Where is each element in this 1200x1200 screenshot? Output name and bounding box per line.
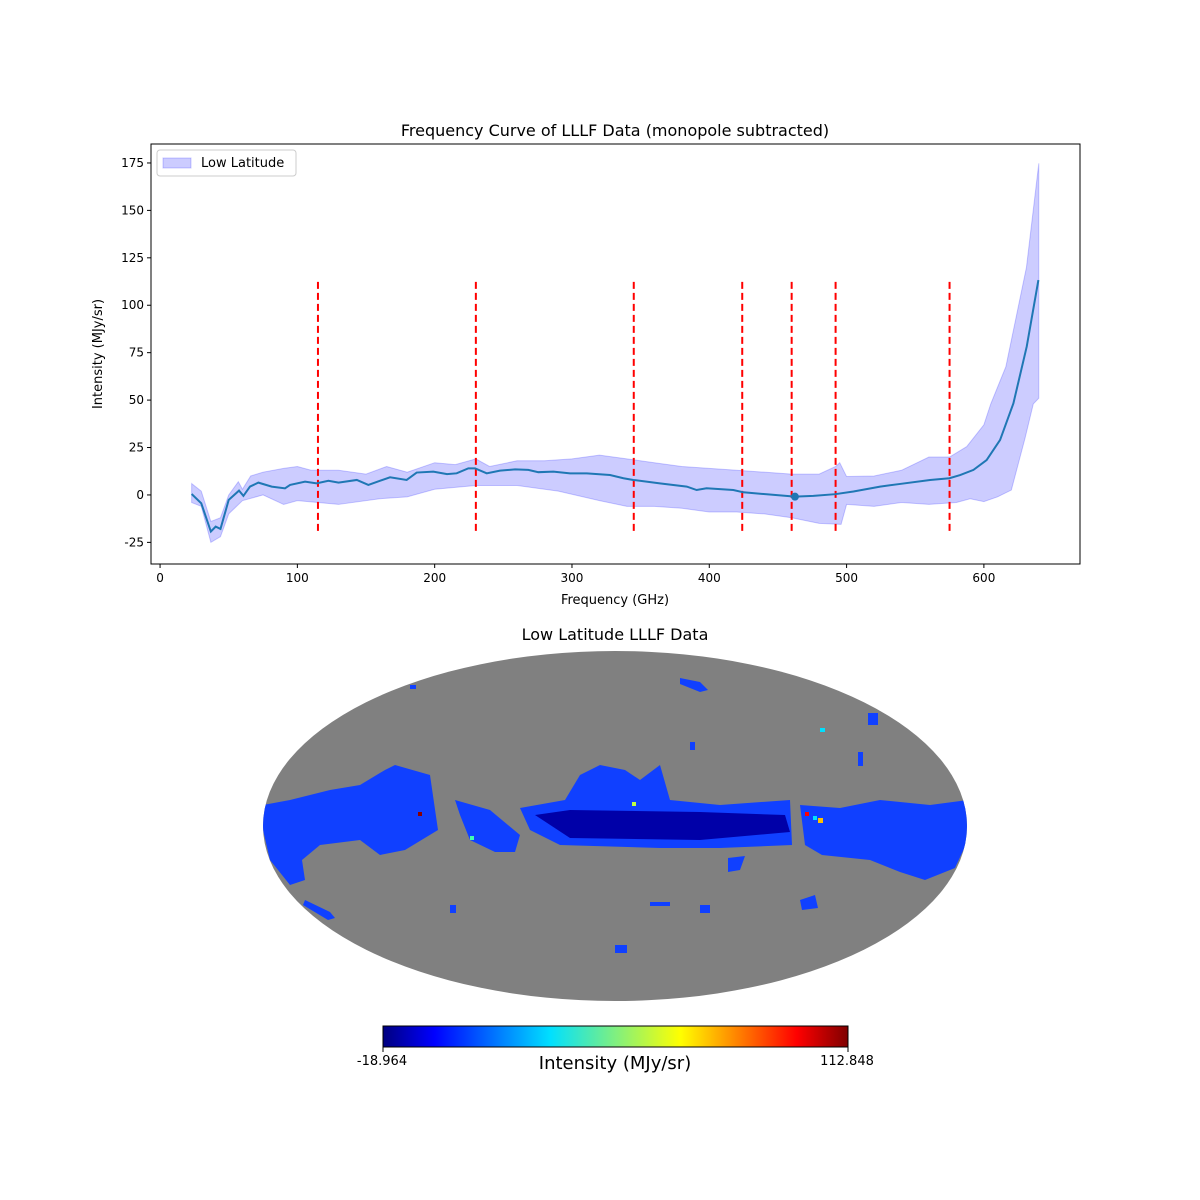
region-left (263, 765, 438, 885)
data-pixel (700, 905, 710, 913)
x-tick-label: 300 (561, 571, 584, 585)
region-right (800, 800, 967, 880)
x-axis-label: Frequency (GHz) (561, 593, 669, 608)
mean-curve (190, 279, 1040, 534)
y-tick-label: -25 (124, 535, 144, 549)
x-tick-label: 500 (835, 571, 858, 585)
highlight-point (790, 492, 799, 501)
hot-pixel (805, 812, 809, 816)
x-tick-label: 600 (972, 571, 995, 585)
colorbar-label: Intensity (MJy/sr) (539, 1053, 691, 1074)
y-tick-label: 100 (121, 298, 144, 312)
x-tick-label: 200 (423, 571, 446, 585)
hot-pixel (820, 728, 825, 732)
hot-pixel (632, 802, 636, 806)
x-tick-label: 100 (286, 571, 309, 585)
legend: Low Latitude (156, 149, 297, 177)
chart-title: Frequency Curve of LLLF Data (monopole s… (401, 121, 829, 140)
mollweide-map: Low Latitude LLLF Data (263, 625, 967, 1074)
region-top (680, 678, 708, 692)
uncertainty-band (191, 163, 1040, 544)
region-lower-right (800, 895, 818, 910)
legend-swatch (162, 157, 192, 169)
plot-area (190, 163, 1040, 544)
hot-pixel (470, 836, 474, 840)
plot-frame (150, 143, 1081, 565)
hot-pixel (818, 818, 823, 823)
colorbar-min-label: -18.964 (357, 1054, 407, 1069)
colorbar (382, 1025, 849, 1048)
legend-box (156, 149, 297, 177)
y-tick-label: 25 (129, 441, 144, 455)
data-pixel (858, 752, 863, 766)
y-tick-label: 150 (121, 203, 144, 217)
colorbar-max-label: 112.848 (820, 1054, 874, 1069)
x-tick-label: 0 (156, 571, 164, 585)
x-tick-label: 400 (698, 571, 721, 585)
map-data-pixels (263, 678, 967, 953)
data-pixel (410, 685, 416, 689)
y-tick-label: 75 (129, 346, 144, 360)
axis-ticks: 0 100 200 300 400 500 600 -25 0 25 50 75 100 125 150 17… (121, 156, 995, 585)
region-lower-left (303, 900, 335, 920)
y-tick-label: 175 (121, 156, 144, 170)
frequency-curve-chart: Frequency Curve of LLLF Data (monopole s… (91, 121, 1081, 608)
y-tick-label: 125 (121, 251, 144, 265)
legend-label: Low Latitude (201, 156, 284, 171)
data-pixel (450, 905, 456, 913)
y-tick-label: 0 (136, 488, 144, 502)
data-pixel (650, 902, 670, 906)
y-tick-label: 50 (129, 393, 144, 407)
y-axis-label: Intensity (MJy/sr) (91, 299, 106, 409)
map-title: Low Latitude LLLF Data (522, 625, 709, 644)
region-right-2 (728, 856, 745, 872)
hot-pixel (813, 816, 817, 820)
region-center-core (535, 810, 790, 840)
data-pixel (868, 713, 878, 725)
data-pixel (690, 742, 695, 750)
hot-pixel (418, 812, 422, 816)
data-pixel (615, 945, 627, 953)
